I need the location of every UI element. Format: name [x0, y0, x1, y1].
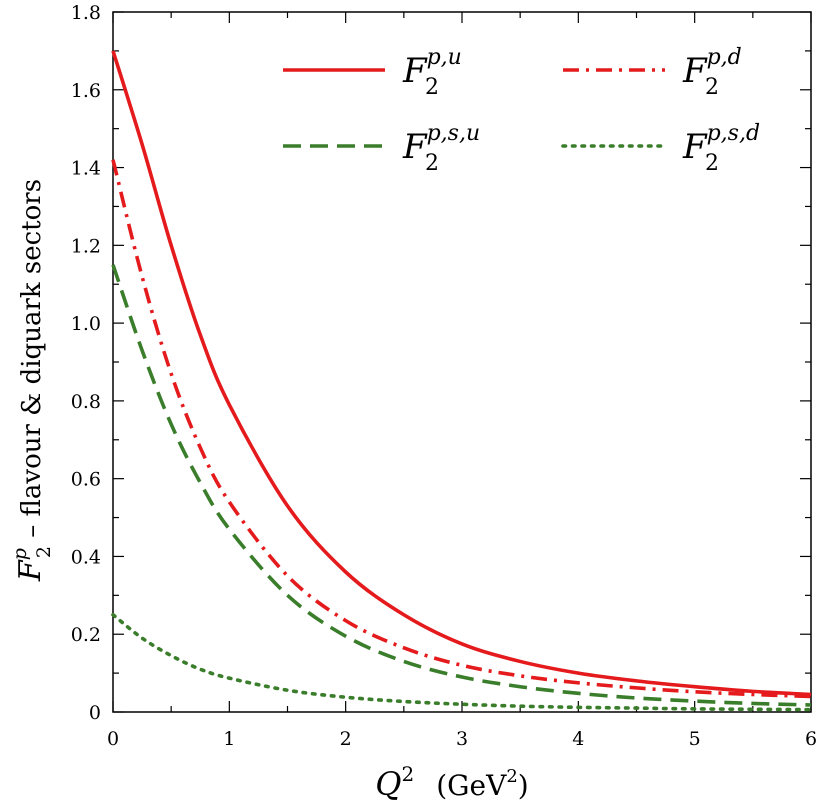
legend-label-sub: 2 — [425, 75, 439, 100]
legend-label-main: F — [682, 51, 708, 91]
legend-label-main: F — [402, 51, 428, 91]
x-axis-label-unit-close: ) — [518, 769, 529, 802]
y-tick-label: 0.4 — [71, 546, 101, 568]
x-axis-label: Q2 (GeV2) — [375, 762, 528, 803]
series-line-1 — [111, 159, 812, 699]
x-tick-label: 3 — [456, 728, 468, 750]
x-axis-label-unit-open: (GeV — [436, 769, 507, 802]
legend-label-3: Fp,s,d 2 — [682, 121, 760, 176]
legend-label-sub: 2 — [705, 75, 719, 100]
y-tick-label: 1.2 — [71, 235, 101, 257]
y-axis-label-main-sub: 2 — [33, 546, 55, 558]
y-tick-label: 0.2 — [71, 624, 101, 646]
legend-label-1: Fp,d 2 — [682, 45, 742, 100]
y-axis-label: Fp 2 – flavour & diquark sectors — [9, 179, 55, 582]
legend-label-sub: 2 — [705, 151, 719, 176]
axis-tick-labels: 0 1 2 3 4 5 6 0 0.2 0.4 0.6 0.8 1.0 1.2 1.4 1.6 1.8 — [71, 2, 817, 750]
x-tick-label: 1 — [223, 728, 235, 750]
x-axis-label-main: Q — [375, 765, 401, 803]
y-tick-label: 1.0 — [71, 313, 101, 335]
y-tick-label: 1.8 — [71, 2, 101, 24]
legend-label-sup: p,d — [707, 45, 742, 70]
x-tick-label: 6 — [805, 728, 817, 750]
y-tick-label: 0.6 — [71, 469, 101, 491]
x-tick-label: 5 — [689, 728, 701, 750]
y-axis-label-main-sup: p — [9, 548, 31, 560]
legend-label-0: Fp,u 2 — [402, 45, 462, 100]
x-axis-label-unit-sup: 2 — [506, 766, 517, 787]
y-axis-label-rest: – flavour & diquark sectors — [17, 179, 47, 546]
axis-ticks — [112, 11, 812, 713]
legend-label-main: F — [402, 127, 428, 167]
series-layer — [111, 50, 813, 712]
series-line-3 — [111, 612, 813, 712]
y-tick-label: 1.6 — [71, 80, 101, 102]
x-axis-label-main-sup: 2 — [402, 762, 415, 786]
y-axis-label-main: F — [13, 559, 48, 582]
legend-label-main: F — [682, 127, 708, 167]
legend-label-sup: p,s,d — [707, 121, 760, 146]
legend-label-sup: p,u — [427, 45, 462, 70]
series-line-2 — [111, 264, 812, 707]
legend: Fp,u 2 Fp,d 2Fp,s,u 2 Fp,s,d 2 — [283, 45, 760, 176]
legend-label-sub: 2 — [425, 151, 439, 176]
y-tick-label: 0.8 — [71, 391, 101, 413]
x-tick-label: 4 — [572, 728, 584, 750]
x-tick-label: 2 — [340, 728, 352, 750]
legend-label-2: Fp,s,u 2 — [402, 121, 480, 176]
legend-label-sup: p,s,u — [427, 121, 481, 146]
y-tick-label: 0 — [89, 702, 101, 724]
series-line-0 — [111, 50, 812, 697]
plot-frame — [112, 11, 812, 713]
y-tick-label: 1.4 — [71, 158, 101, 180]
x-tick-label: 0 — [107, 728, 119, 750]
